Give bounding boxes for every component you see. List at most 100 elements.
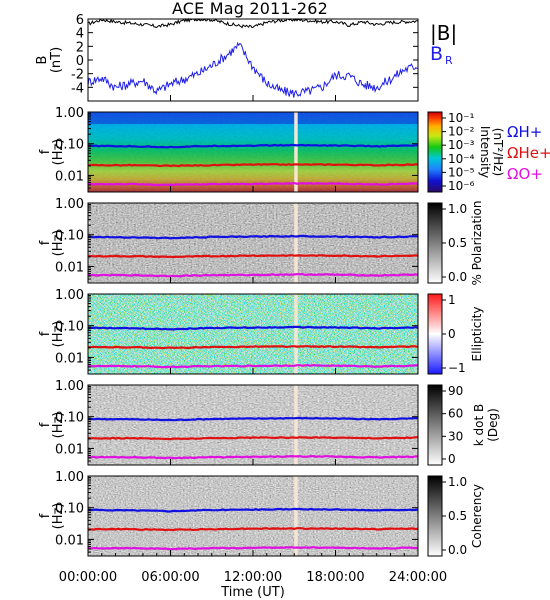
y-tick-label: 0.01 (55, 533, 84, 548)
y-tick-label: 0.10 (55, 502, 84, 517)
gyro-line-h (88, 234, 419, 240)
intensity-gyro-lines (87, 143, 419, 187)
panel-coherency: 1.00 0.10 0.01 f (Hz) 1.0 0.5 0.0 Coherency (38, 470, 484, 557)
gyro-line-h (87, 416, 419, 422)
data-gap-stripe (294, 112, 298, 192)
bfield-y-tick-label: 0 (76, 54, 84, 69)
kdotb-data-gap (294, 385, 298, 465)
polarization-y-ticks: 1.00 0.10 0.01 (55, 197, 418, 284)
legend-br: B (430, 43, 443, 65)
intensity-ylabel-bottom: (Hz) (51, 139, 66, 166)
y-tick-label: 0.10 (55, 138, 84, 153)
gyro-line-h (87, 507, 419, 513)
legend-omega-h: ΩH+ (507, 123, 542, 141)
y-tick-label: 1.00 (55, 379, 84, 394)
bfield-y-tick-label: -2 (71, 68, 84, 83)
polarization-ylabel-top: f (38, 240, 53, 245)
kdotb-ylabel-top: f (38, 422, 53, 427)
bfield-y-tick-label: -4 (71, 81, 84, 96)
data-gap-stripe (294, 294, 298, 374)
series-line-bmag (87, 17, 419, 29)
colorbar-tick-label: 10⁻⁶ (448, 179, 475, 193)
colorbar-tick-label: 60 (448, 407, 463, 421)
x-axis-label: Time (UT) (220, 585, 285, 600)
bfield-ylabel-bottom: (nT) (49, 47, 64, 73)
colorbar-tick-label: 10⁻³ (448, 138, 475, 152)
gyro-line-o (87, 363, 419, 369)
colorbar-tick-label: 1.0 (448, 475, 467, 489)
intensity-ylabel-top: f (38, 149, 53, 154)
colorbar-tick-label: 10⁻⁴ (448, 152, 475, 166)
coherency-colorbar-ticks: 1.0 0.5 0.0 (442, 475, 467, 557)
gyro-line-o (87, 181, 418, 187)
panel-ellipticity: 1.00 0.10 0.01 f (Hz) 1 0 −1 Ellipticity (38, 288, 484, 375)
panel-polarization: 1.00 0.10 0.01 f (Hz) 1.0 0.5 0.0 % Polariza… (38, 197, 484, 285)
colorbar-tick-label: 90 (448, 384, 463, 398)
gyro-line-he (87, 345, 419, 350)
gyro-line-he (87, 254, 419, 259)
coherency-ylabel-bottom: (Hz) (51, 503, 66, 530)
data-gap-stripe (294, 476, 298, 556)
intensity-data-gap (294, 112, 298, 192)
gyro-line-o (87, 272, 419, 278)
kdotb-y-ticks: 1.00 0.10 0.01 (55, 379, 418, 466)
colorbar-tick-label: −1 (448, 361, 466, 375)
ellipticity-ylabel-bottom: (Hz) (51, 321, 66, 348)
legend-bmag: |B| (430, 21, 457, 45)
series-line-br (87, 41, 419, 98)
colorbar-tick-label: 10⁻¹ (448, 111, 475, 125)
panel-intensity: 1.00 0.10 0.01 f (Hz) 10⁻¹10⁻²10⁻³10⁻⁴10⁻⁵… (38, 106, 550, 193)
kdotb-colorbar (427, 384, 443, 466)
intensity-colorbar-unit: (nT²/Hz) (491, 128, 505, 176)
figure-title: ACE Mag 2011-262 (172, 0, 328, 18)
gyro-line-he (87, 527, 419, 532)
coherency-ylabel-top: f (38, 513, 53, 518)
kdotb-gyro-lines (87, 416, 419, 460)
gyro-line-o (87, 546, 419, 551)
panel-kdotb: 1.00 0.10 0.01 f (Hz) 90 60 30 0 k dot B (Deg… (38, 379, 500, 466)
intensity-colorbar (427, 111, 443, 193)
bfield-y-tick-label: 4 (76, 27, 84, 42)
coherency-colorbar-label: Coherency (470, 484, 484, 548)
y-tick-label: 0.01 (55, 260, 84, 275)
y-tick-label: 0.10 (55, 411, 84, 426)
gyro-line-o (88, 454, 419, 460)
bfield-y-tick-label: 2 (76, 40, 84, 55)
legend-omega-o: ΩO+ (507, 165, 543, 183)
gyro-line-h (87, 143, 419, 149)
colorbar-tick-label: 10⁻⁵ (448, 165, 475, 179)
x-axis-ticks: 00:00:00 06:00:00 12:00:00 18:00:00 24:00:00 (59, 95, 447, 585)
y-tick-label: 0.10 (55, 320, 84, 335)
polarization-colorbar (427, 202, 443, 284)
colorbar-tick-label: 0.5 (448, 509, 467, 523)
kdotb-colorbar-label: k dot B (472, 404, 486, 446)
y-tick-label: 1.00 (55, 470, 84, 485)
bfield-y-tick-label: 6 (76, 13, 84, 28)
ellipticity-colorbar-ticks: 1 0 −1 (442, 293, 466, 375)
y-tick-label: 1.00 (55, 197, 84, 212)
colorbar-tick-label: 0.0 (448, 543, 467, 557)
x-tick-label: 12:00:00 (224, 570, 282, 585)
y-tick-label: 0.01 (55, 442, 84, 457)
data-gap-stripe (294, 385, 298, 465)
y-tick-label: 0.01 (55, 169, 84, 184)
colorbar-tick-label: 1 (448, 293, 456, 307)
polarization-colorbar-ticks: 1.0 0.5 0.0 (442, 202, 467, 284)
colorbar-tick-label: 30 (448, 429, 463, 443)
kdotb-ylabel-bottom: (Hz) (51, 412, 66, 439)
ellipticity-colorbar (427, 293, 443, 375)
polarization-gyro-lines (87, 234, 419, 278)
coherency-data-gap (294, 476, 298, 556)
x-tick-label: 24:00:00 (389, 570, 447, 585)
ellipticity-data-gap (294, 294, 298, 374)
bfield-lines (87, 17, 419, 98)
data-gap-stripe (294, 203, 298, 283)
colorbar-tick-label: 0 (448, 327, 456, 341)
kdotb-colorbar-unit: (Deg) (486, 408, 500, 442)
colorbar-tick-label: 0.0 (448, 270, 467, 284)
bfield-ylabel-top: B (35, 56, 50, 65)
ellipticity-colorbar-label: Ellipticity (470, 307, 484, 362)
gyro-line-he (87, 436, 419, 441)
